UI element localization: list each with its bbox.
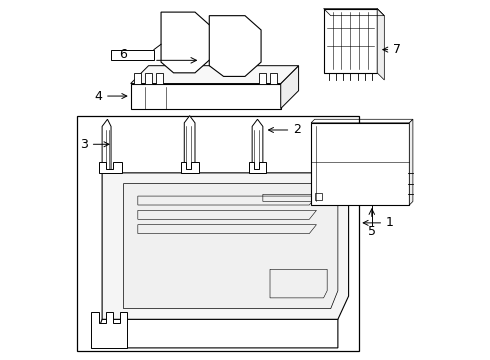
Text: 5: 5	[368, 225, 376, 238]
Polygon shape	[281, 66, 298, 109]
Polygon shape	[270, 73, 277, 84]
Polygon shape	[252, 119, 263, 173]
Text: 3: 3	[80, 138, 109, 151]
Text: 1: 1	[363, 216, 394, 229]
Polygon shape	[123, 184, 338, 309]
Circle shape	[167, 22, 201, 56]
Polygon shape	[156, 73, 163, 84]
Polygon shape	[102, 119, 111, 173]
Polygon shape	[98, 162, 122, 173]
Circle shape	[176, 30, 193, 48]
Polygon shape	[377, 9, 384, 80]
Polygon shape	[323, 9, 377, 73]
Text: 7: 7	[383, 43, 401, 56]
Ellipse shape	[234, 68, 248, 74]
Polygon shape	[92, 312, 127, 348]
Polygon shape	[181, 162, 198, 173]
Text: 6: 6	[119, 49, 127, 62]
Polygon shape	[102, 173, 348, 319]
Polygon shape	[111, 50, 154, 60]
Text: 2: 2	[269, 123, 301, 136]
Polygon shape	[209, 16, 261, 76]
Polygon shape	[184, 116, 195, 173]
Polygon shape	[161, 12, 211, 73]
Polygon shape	[134, 73, 142, 84]
Ellipse shape	[184, 63, 198, 68]
Polygon shape	[131, 66, 298, 84]
Circle shape	[215, 29, 249, 63]
Circle shape	[224, 37, 241, 55]
Polygon shape	[409, 119, 413, 205]
Circle shape	[163, 57, 170, 64]
Circle shape	[231, 90, 245, 103]
Text: 4: 4	[94, 90, 127, 103]
Circle shape	[178, 90, 191, 103]
Polygon shape	[311, 123, 409, 205]
Polygon shape	[259, 73, 267, 84]
Polygon shape	[145, 73, 152, 84]
Polygon shape	[248, 162, 267, 173]
Polygon shape	[131, 84, 281, 109]
